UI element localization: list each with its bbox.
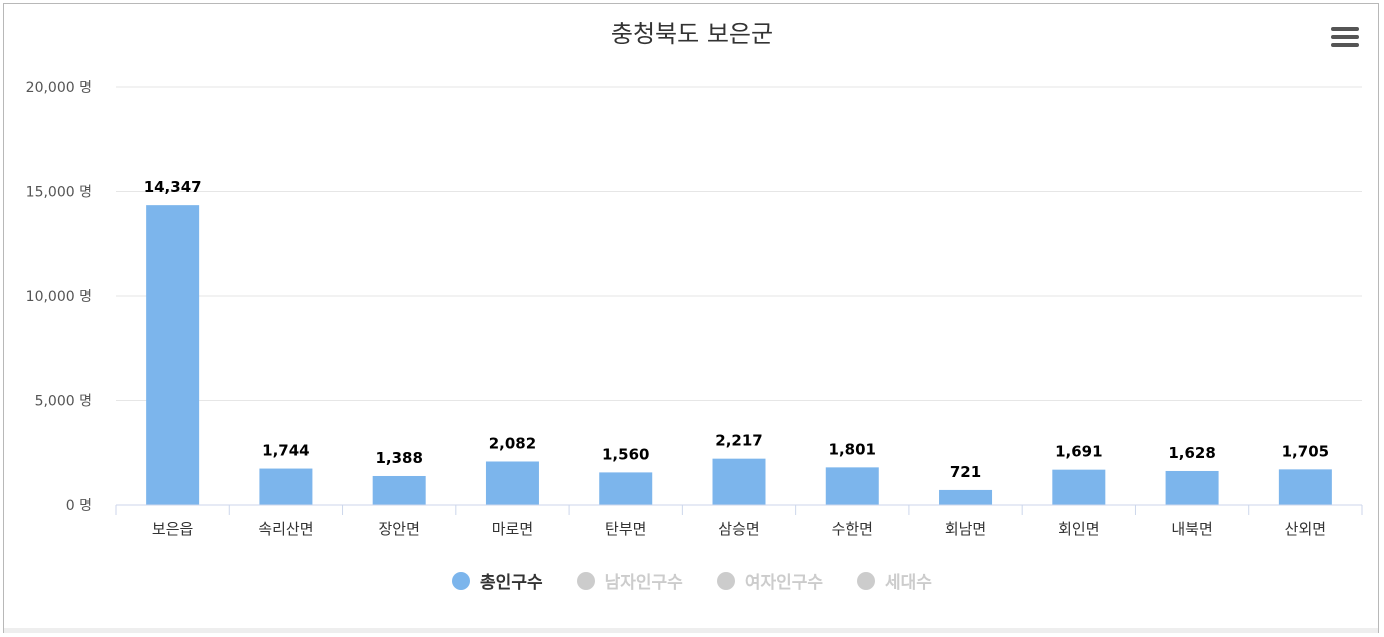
x-tick-label: 회남면 <box>945 520 986 538</box>
bottom-strip <box>4 628 1378 633</box>
y-tick-label: 0 명 <box>66 498 92 514</box>
legend-marker-icon <box>857 571 876 590</box>
legend-marker-icon <box>576 571 595 590</box>
x-tick-label: 보은읍 <box>152 520 193 538</box>
x-tick-label: 내북면 <box>1171 520 1212 538</box>
bar[interactable] <box>1052 469 1106 505</box>
data-label: 2,217 <box>715 432 762 450</box>
x-tick-label: 탄부면 <box>605 520 646 538</box>
hamburger-menu-icon[interactable] <box>1331 27 1359 51</box>
x-tick-label: 수한면 <box>832 520 873 538</box>
x-tick-label: 산외면 <box>1285 520 1326 538</box>
data-label: 1,801 <box>829 440 876 458</box>
y-tick-label: 20,000 명 <box>26 80 92 96</box>
legend-label: 총인구수 <box>480 573 543 593</box>
x-tick-label: 마로면 <box>492 520 533 538</box>
bar[interactable] <box>1165 470 1219 505</box>
bar[interactable] <box>372 475 426 505</box>
bar[interactable] <box>146 205 200 505</box>
data-label: 1,628 <box>1168 444 1215 462</box>
x-tick-label: 속리산면 <box>258 520 313 538</box>
bar[interactable] <box>712 458 766 505</box>
y-tick-label: 15,000 명 <box>26 185 92 201</box>
bar[interactable] <box>1278 469 1332 505</box>
data-label: 1,744 <box>262 442 309 460</box>
bar[interactable] <box>599 472 653 505</box>
data-label: 1,691 <box>1055 443 1102 461</box>
bar[interactable] <box>485 461 539 505</box>
legend-marker-icon <box>452 571 471 590</box>
bar[interactable] <box>939 489 993 505</box>
x-tick-label: 장안면 <box>378 520 419 538</box>
legend-label: 여자인구수 <box>744 573 824 593</box>
data-label: 1,705 <box>1282 442 1329 460</box>
chart-container <box>3 3 1379 633</box>
y-tick-label: 5,000 명 <box>35 394 92 410</box>
legend-item[interactable]: 세대수 <box>857 568 932 593</box>
legend-label: 세대수 <box>885 573 932 593</box>
legend-label: 남자인구수 <box>604 573 683 593</box>
legend-item[interactable]: 총인구수 <box>452 568 543 593</box>
bar[interactable] <box>259 468 313 505</box>
x-tick-label: 삼승면 <box>718 520 759 538</box>
chart-legend: 총인구수 남자인구수 여자인구수 세대수 <box>0 568 1384 593</box>
data-label: 14,347 <box>144 178 202 196</box>
data-label: 1,388 <box>375 449 422 467</box>
legend-item[interactable]: 남자인구수 <box>576 568 683 593</box>
bar-chart: 14,347 1,744 1,388 2,082 1,560 2,217 1,801 721 1… <box>26 80 1363 538</box>
legend-marker-icon <box>716 571 735 590</box>
x-tick-label: 회인면 <box>1058 520 1099 538</box>
legend-item[interactable]: 여자인구수 <box>716 568 824 593</box>
chart-title: 충청북도 보은군 <box>610 20 774 48</box>
bar[interactable] <box>825 467 879 505</box>
data-label: 721 <box>950 463 981 481</box>
data-label: 2,082 <box>489 434 536 452</box>
y-tick-label: 10,000 명 <box>26 289 92 305</box>
data-label: 1,560 <box>602 445 649 463</box>
